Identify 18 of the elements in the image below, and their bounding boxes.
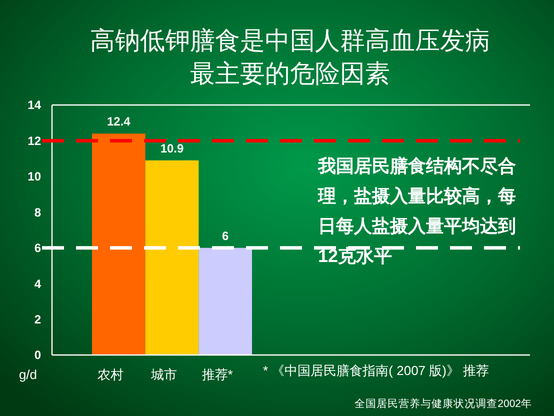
y-tick-label: 6 xyxy=(34,241,42,256)
text: 全国居民营养与健康状况调查2002年 xyxy=(354,397,532,410)
y-tick-label: 4 xyxy=(34,276,42,291)
y-tick-label: 10 xyxy=(28,170,42,184)
y-tick-label: 12 xyxy=(28,134,42,148)
text: * 《中国居民膳食指南( 2007 版)》 推荐 xyxy=(263,363,490,378)
x-tick-label: 农村 xyxy=(98,367,124,382)
y-tick-label: 0 xyxy=(34,348,42,362)
x-tick-label: 推荐* xyxy=(202,367,233,382)
data-label: 6 xyxy=(222,228,229,243)
data-label: 12.4 xyxy=(106,114,131,129)
y-tick-label: 2 xyxy=(34,312,42,326)
x-tick-label: 城市 xyxy=(150,367,177,382)
y-axis-title: g/d xyxy=(18,367,38,382)
y-tick-label: 14 xyxy=(28,98,42,112)
chart-title: 高钠低钾膳食是中国人群高血压发病最主要的危险因素 xyxy=(90,27,490,88)
data-label: 10.9 xyxy=(160,141,184,156)
y-tick-label: 8 xyxy=(34,205,42,220)
